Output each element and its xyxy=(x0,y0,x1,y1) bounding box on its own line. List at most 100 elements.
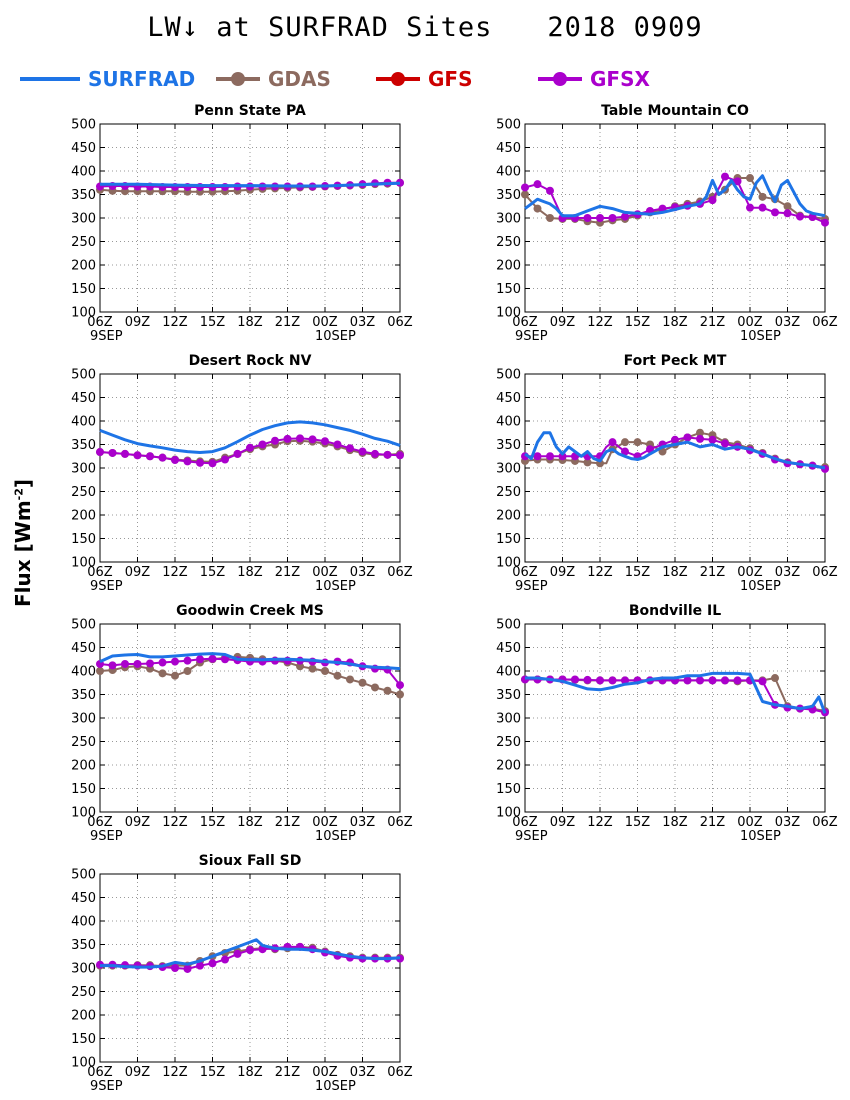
data-point-gfsx xyxy=(521,183,529,192)
data-point-gfsx xyxy=(358,447,367,456)
y-tick-label: 200 xyxy=(496,509,521,524)
data-point-gdas xyxy=(771,674,779,683)
x-date-label: 9SEP xyxy=(515,829,548,844)
data-point-gdas xyxy=(621,438,629,447)
data-point-gfsx xyxy=(171,964,179,972)
data-point-gfsx xyxy=(283,434,292,443)
x-tick-label: 12Z xyxy=(587,315,613,330)
x-tick-label: 06Z xyxy=(387,315,413,330)
y-tick-label: 350 xyxy=(71,438,96,453)
y-tick-label: 400 xyxy=(71,915,96,930)
x-date-label: 9SEP xyxy=(90,1079,123,1094)
x-tick-label: 00Z xyxy=(312,565,338,580)
data-point-gfsx xyxy=(546,452,554,461)
x-date-label: 9SEP xyxy=(90,829,123,844)
x-tick-label: 21Z xyxy=(700,565,726,580)
y-tick-label: 100 xyxy=(496,806,521,821)
x-date-label: 10SEP xyxy=(315,1079,356,1094)
data-point-gdas xyxy=(521,190,529,199)
data-point-gfsx xyxy=(196,655,204,664)
data-point-gfsx xyxy=(796,212,804,221)
panel-title: Goodwin Creek MS xyxy=(176,603,324,619)
panel-title: Sioux Fall SD xyxy=(199,853,302,869)
data-point-gfsx xyxy=(783,209,792,218)
legend-label-gdas: GDAS xyxy=(268,67,331,91)
data-point-gfsx xyxy=(383,450,392,459)
x-tick-label: 09Z xyxy=(125,1065,151,1080)
title-left: LW↓ at SURFRAD Sites xyxy=(147,12,493,43)
data-point-gfsx xyxy=(571,675,579,684)
y-tick-label: 200 xyxy=(496,759,521,774)
x-tick-label: 18Z xyxy=(662,565,688,580)
data-point-gfsx xyxy=(233,949,242,958)
y-tick-label: 500 xyxy=(496,368,521,383)
data-point-gfsx xyxy=(221,655,229,664)
y-tick-label: 350 xyxy=(71,188,96,203)
x-tick-label: 21Z xyxy=(275,565,301,580)
panel-penn-state-pa: Penn State PA 100 150 200 250 300 350 400 450 500… xyxy=(71,103,413,344)
x-tick-label: 09Z xyxy=(125,565,151,580)
data-point-gfsx xyxy=(321,437,329,446)
data-point-gfsx xyxy=(721,172,729,181)
x-tick-label: 18Z xyxy=(662,815,688,830)
y-tick-label: 250 xyxy=(496,735,521,750)
data-point-gfsx xyxy=(208,459,217,468)
x-tick-label: 18Z xyxy=(237,315,263,330)
series-line-surfrad xyxy=(99,420,401,454)
y-tick-label: 200 xyxy=(71,259,96,274)
x-tick-label: 06Z xyxy=(387,815,413,830)
x-tick-label: 09Z xyxy=(550,565,576,580)
data-point-gfsx xyxy=(608,214,617,222)
y-tick-label: 400 xyxy=(71,665,96,680)
data-point-gfsx xyxy=(183,457,192,466)
y-tick-label: 100 xyxy=(496,556,521,571)
data-point-gdas xyxy=(346,675,354,684)
data-point-gfsx xyxy=(96,448,104,457)
x-tick-label: 03Z xyxy=(350,815,376,830)
x-tick-label: 21Z xyxy=(275,315,301,330)
data-point-gfsx xyxy=(158,658,167,667)
data-point-gdas xyxy=(333,671,342,680)
data-point-gfsx xyxy=(233,449,242,458)
y-tick-label: 250 xyxy=(496,235,521,250)
x-date-label: 10SEP xyxy=(315,329,356,344)
data-point-gdas xyxy=(383,686,392,695)
y-tick-label: 150 xyxy=(71,1032,96,1047)
x-tick-label: 00Z xyxy=(312,315,338,330)
y-tick-label: 400 xyxy=(71,165,96,180)
y-tick-label: 350 xyxy=(71,688,96,703)
data-point-gfsx xyxy=(246,946,254,955)
panel-bondville-il: Bondville IL 100 150 200 250 300 350 400 450 500 0… xyxy=(496,603,838,844)
data-point-gdas xyxy=(171,671,179,680)
data-point-gfsx xyxy=(246,443,254,452)
data-point-gfsx xyxy=(221,955,229,964)
data-point-gdas xyxy=(296,662,304,671)
data-point-gfsx xyxy=(683,433,692,442)
data-point-gfsx xyxy=(221,455,229,464)
x-tick-label: 18Z xyxy=(237,815,263,830)
y-tick-label: 100 xyxy=(71,806,96,821)
y-tick-label: 200 xyxy=(71,1009,96,1024)
y-tick-label: 150 xyxy=(496,282,521,297)
x-tick-label: 09Z xyxy=(550,315,576,330)
y-tick-label: 300 xyxy=(496,462,521,477)
data-point-gfsx xyxy=(696,434,704,443)
x-tick-label: 09Z xyxy=(125,815,151,830)
legend-label-gfsx: GFSX xyxy=(590,67,650,91)
x-tick-label: 06Z xyxy=(512,565,538,580)
data-point-gdas xyxy=(183,667,192,675)
data-point-gfsx xyxy=(621,447,629,456)
y-tick-label: 500 xyxy=(496,118,521,133)
y-tick-label: 450 xyxy=(496,641,521,656)
series-line-surfrad xyxy=(525,671,827,714)
data-point-gfsx xyxy=(171,456,179,465)
y-tick-label: 350 xyxy=(71,938,96,953)
panel-title: Desert Rock NV xyxy=(189,353,312,369)
data-point-gfsx xyxy=(533,452,542,461)
panel-title: Fort Peck MT xyxy=(624,353,727,369)
data-point-gfsx xyxy=(308,435,317,444)
y-tick-label: 250 xyxy=(71,485,96,500)
data-point-gfsx xyxy=(708,435,717,444)
series-line-surfrad xyxy=(524,174,826,218)
x-tick-label: 03Z xyxy=(350,1065,376,1080)
